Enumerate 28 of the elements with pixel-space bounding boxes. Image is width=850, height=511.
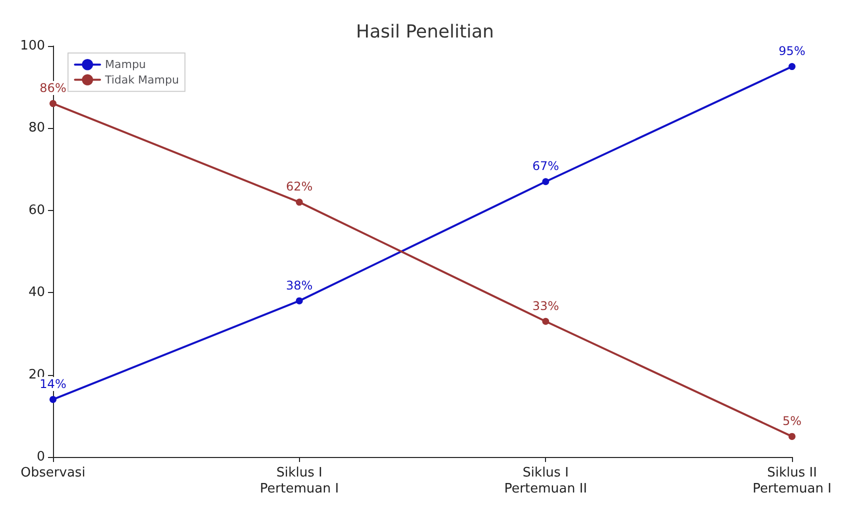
legend-label: Mampu [105,58,146,72]
y-tick-label: 80 [28,120,45,136]
data-label: 95% [778,44,806,58]
point [542,178,550,186]
y-tick-label: 100 [20,38,45,54]
data-label: 67% [532,159,560,174]
data-label: 33% [532,298,560,313]
y-tick-label: 60 [28,202,45,218]
point [50,100,56,108]
point [50,396,56,403]
legend-label: Tidak Mampu [104,73,179,86]
x-tick-label: Siklus I Pertemuan II [504,466,588,496]
data-label: 5% [782,414,802,428]
point [788,432,796,440]
point [788,63,796,70]
data-label: 86% [40,81,66,96]
x-tick-label: Siklus II Pertemuan I [752,466,832,496]
data-label: 38% [286,278,313,292]
x-tick-label: Observasi [20,466,86,480]
data-label: 14% [40,376,66,391]
data-label: 62% [286,180,313,194]
y-tick-label: 40 [28,285,45,300]
y-tick-label: 0 [36,450,45,464]
x-tick-label: Siklus I Pertemuan I [260,466,339,496]
chart-title: Hasil Penelitian [356,22,494,42]
point [296,297,303,304]
point [542,318,550,325]
point [296,198,303,206]
